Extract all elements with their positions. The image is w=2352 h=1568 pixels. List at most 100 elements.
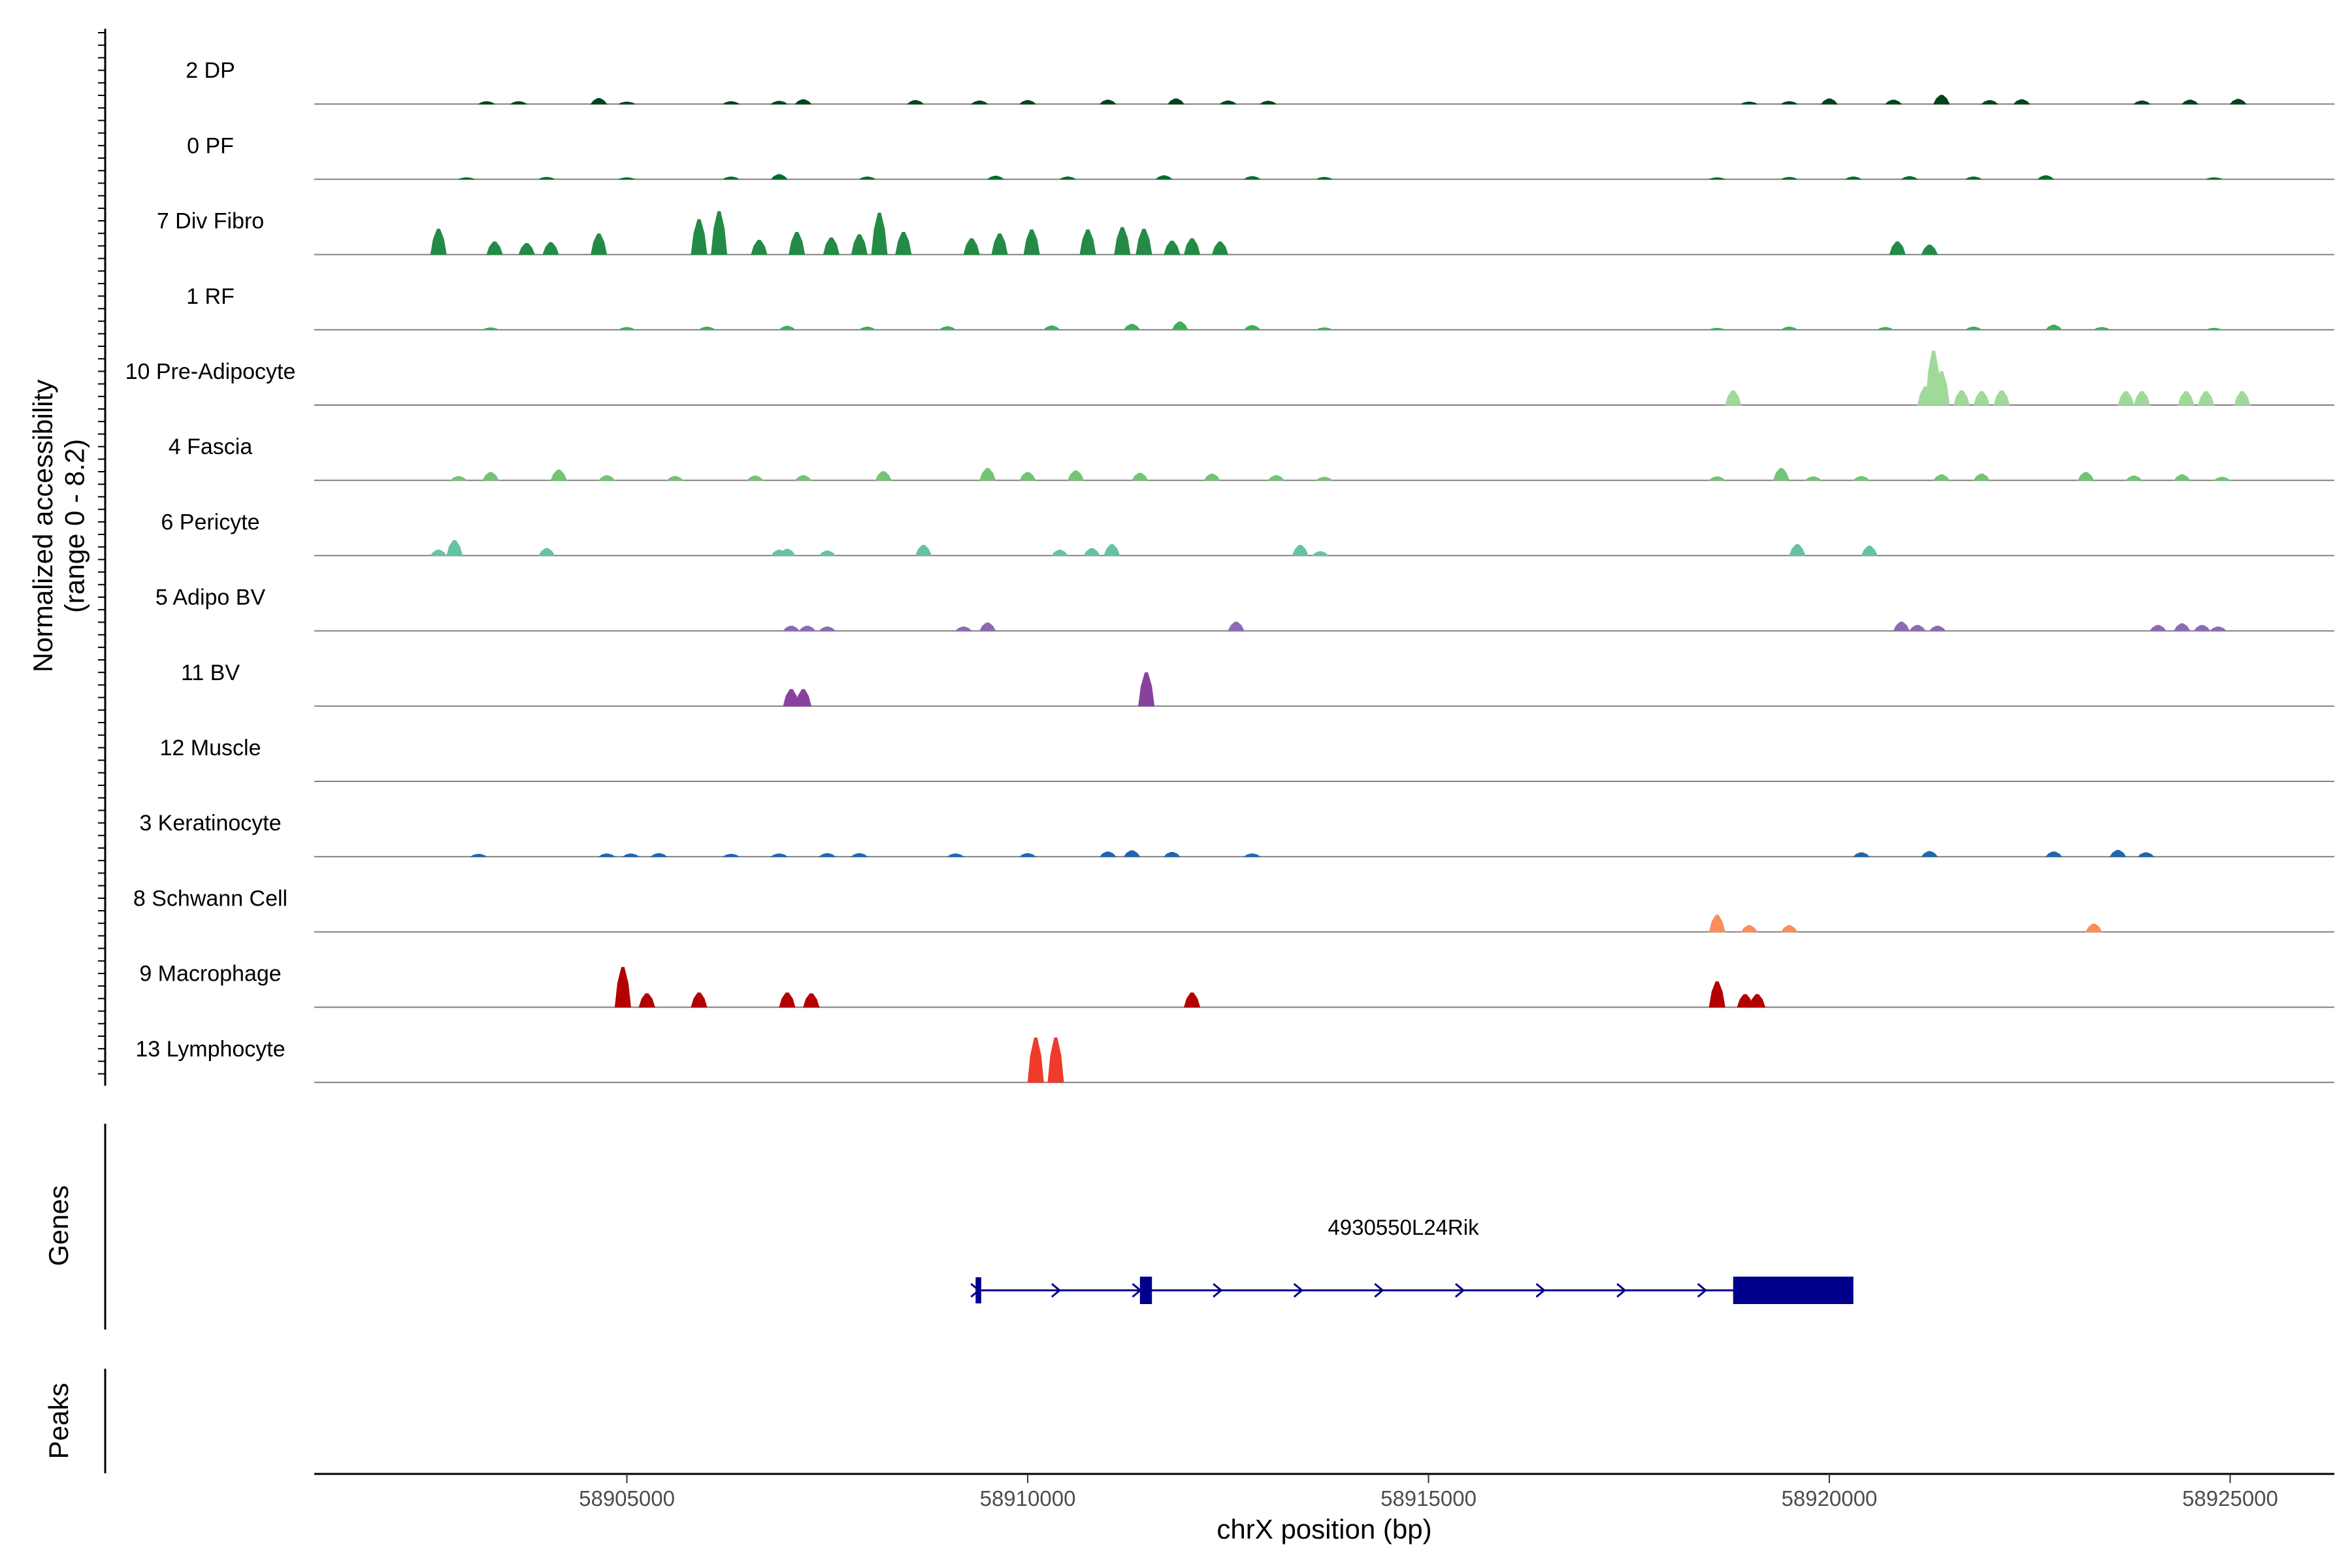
coverage-peak [1973,473,1991,481]
coverage-peak [691,992,708,1008]
coverage-peak [2045,324,2063,331]
coverage-peak [486,241,503,255]
coverage-peak [1884,99,1903,105]
coverage-peak [1708,981,1725,1008]
coverage-peak [2117,391,2134,406]
coverage-peak [1781,101,1797,105]
track-label: 7 Div Fibro [157,209,264,234]
coverage-peak [590,233,608,255]
coverage-peak [1921,851,1938,857]
coverage-peak [1933,474,1950,481]
coverage-peak [449,476,468,481]
track-label: 8 Schwann Cell [133,886,287,911]
gene-exon [975,1277,981,1303]
track-label: 9 Macrophage [139,962,281,987]
track-label: 3 Keratinocyte [139,811,281,836]
strand-arrow-icon [1697,1282,1708,1298]
coverage-peak [2173,474,2191,481]
gene-name-label: 4930550L24Rik [1328,1215,1479,1239]
coverage-peak [550,469,567,481]
x-axis-tick-label: 58920000 [1782,1486,1878,1511]
strand-arrow-icon [1616,1282,1627,1298]
track-11-bv: 11 BV [181,661,2334,707]
coverage-peak [987,176,1005,180]
coverage-peak [746,475,764,481]
coverage-peak [1789,544,1806,556]
coverage-peak [2181,99,2199,105]
coverage-peak [446,540,463,556]
coverage-peak [2173,623,2191,632]
coverage-peak [619,177,635,180]
coverage-peak [1981,100,1999,105]
strand-arrow-icon [1293,1282,1304,1298]
coverage-peak [1047,1037,1064,1083]
coverage-peak [1135,229,1152,255]
coverage-peak [2234,391,2251,406]
coverage-peak [1908,625,1926,632]
coverage-peak [1780,925,1798,932]
coverage-peak [430,229,447,255]
coverage-peak [859,176,875,180]
coverage-peak [1820,98,1838,105]
coverage-peak [2013,99,2031,105]
x-axis-tick-label: 58925000 [2182,1486,2278,1511]
track-label: 12 Muscle [160,736,261,760]
coverage-peak [789,231,806,255]
strand-arrow-icon [1051,1282,1062,1298]
coverage-peak [1748,994,1766,1008]
coverage-peak [1099,99,1117,105]
coverage-peak [1099,851,1117,857]
coverage-peak [470,854,487,857]
coverage-peak [1929,625,1946,632]
coverage-peak [598,853,616,857]
coverage-peak [1019,100,1037,105]
coverage-peak [1019,472,1036,481]
coverage-peak [1852,476,1870,481]
coverage-peak [1060,176,1076,180]
coverage-peak [2178,391,2195,406]
coverage-peak [538,547,555,556]
coverage-peak [2077,472,2095,481]
coverage-peak [2109,849,2127,857]
coverage-peak [1725,390,1742,406]
track-13-lymphocyte: 13 Lymphocyte [135,1037,2334,1083]
track-label: 0 PF [187,133,234,158]
coverage-peak [621,853,640,857]
coverage-peak [691,219,708,255]
coverage-peak [1114,227,1131,255]
coverage-peak [458,177,475,180]
coverage-peak [2125,475,2143,481]
x-axis-title: chrX position (bp) [1217,1514,1431,1544]
coverage-peak [510,101,527,105]
coverage-peak [1067,470,1085,481]
coverage-peak [1315,476,1333,481]
strand-arrow-icon [1213,1282,1223,1298]
coverage-peak [2133,391,2151,406]
coverage-peak [698,327,716,331]
gene-track-title: Genes [43,1185,74,1266]
coverage-peak [850,853,868,857]
coverage-peak [1083,547,1101,556]
coverage-peak [871,212,888,255]
coverage-peak [1171,321,1188,331]
x-axis-tick-label: 58915000 [1380,1486,1477,1511]
coverage-peak [1219,100,1237,105]
coverage-peak [1921,244,1938,255]
coverage-peak [723,176,740,180]
y-axis-title-line: (range 0 - 8.2) [59,439,90,613]
coverage-peak [1164,240,1181,255]
coverage-peak [2137,852,2155,857]
coverage-peak [770,853,789,857]
x-axis-tick-label: 58910000 [980,1486,1076,1511]
coverage-peak [638,993,655,1008]
coverage-peak [619,327,635,331]
track-9-macrophage: 9 Macrophage [139,962,2334,1008]
coverage-peak [1973,391,1990,406]
coverage-peak [542,242,559,255]
coverage-peak [794,475,812,481]
coverage-peak [2213,476,2231,481]
coverage-peak [2229,99,2247,105]
track-5-adipo-bv: 5 Adipo BV [155,585,2334,632]
coverage-peak [1316,176,1333,180]
coverage-peak [1023,229,1040,255]
